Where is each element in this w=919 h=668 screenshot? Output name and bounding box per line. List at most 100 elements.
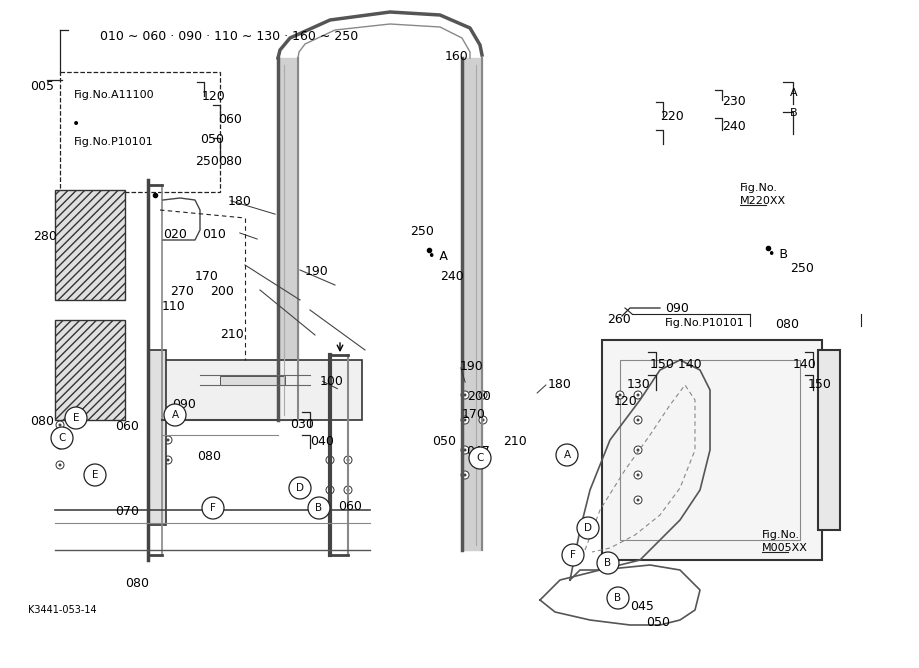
- Circle shape: [56, 421, 64, 429]
- Text: 150 140: 150 140: [650, 358, 701, 371]
- Text: 080: 080: [125, 577, 149, 590]
- Circle shape: [633, 391, 641, 399]
- Bar: [619, 360, 800, 540]
- Text: B: B: [604, 558, 611, 568]
- Circle shape: [59, 464, 62, 466]
- Text: 200: 200: [210, 285, 233, 298]
- Text: 030: 030: [289, 418, 313, 431]
- Circle shape: [344, 486, 352, 494]
- Text: 040: 040: [310, 435, 334, 448]
- Circle shape: [346, 488, 349, 492]
- Text: 200: 200: [467, 390, 491, 403]
- Text: 010 ∼ 060 · 090 · 110 ∼ 130 · 160 ∼ 250: 010 ∼ 060 · 090 · 110 ∼ 130 · 160 ∼ 250: [100, 30, 357, 43]
- Circle shape: [460, 416, 469, 424]
- Text: 130: 130: [627, 378, 650, 391]
- Bar: [55, 320, 125, 420]
- Text: • B: • B: [767, 248, 788, 261]
- Circle shape: [481, 418, 484, 422]
- Circle shape: [607, 587, 629, 609]
- Text: 050: 050: [199, 133, 223, 146]
- Text: E: E: [92, 470, 98, 480]
- Circle shape: [481, 393, 484, 397]
- Text: 180: 180: [548, 378, 572, 391]
- Text: 210: 210: [220, 328, 244, 341]
- Text: 090: 090: [664, 302, 688, 315]
- Text: 060: 060: [218, 113, 242, 126]
- Text: 250: 250: [195, 155, 219, 168]
- Text: E: E: [73, 413, 79, 423]
- Text: 210: 210: [503, 435, 527, 448]
- Text: 060: 060: [337, 500, 361, 513]
- Text: M220XX: M220XX: [739, 196, 785, 206]
- Circle shape: [56, 461, 64, 469]
- Text: Fig.No.A11100: Fig.No.A11100: [74, 90, 154, 100]
- Circle shape: [555, 444, 577, 466]
- Bar: [55, 190, 125, 300]
- Text: 150: 150: [807, 378, 831, 391]
- Circle shape: [84, 464, 106, 486]
- Text: 280: 280: [33, 230, 57, 243]
- Circle shape: [636, 474, 639, 476]
- Circle shape: [289, 477, 311, 499]
- Bar: [148, 350, 165, 525]
- Text: 060: 060: [115, 420, 139, 433]
- Text: 180: 180: [228, 195, 252, 208]
- Text: 220: 220: [659, 110, 683, 123]
- Text: 270: 270: [170, 285, 194, 298]
- Text: K3441-053-14: K3441-053-14: [28, 605, 96, 615]
- Circle shape: [59, 444, 62, 446]
- Text: 250: 250: [410, 225, 434, 238]
- Circle shape: [460, 471, 469, 479]
- Circle shape: [479, 416, 486, 424]
- Text: F: F: [210, 503, 216, 513]
- Circle shape: [460, 391, 469, 399]
- Text: M005XX: M005XX: [761, 543, 807, 553]
- Text: 250: 250: [789, 262, 813, 275]
- Circle shape: [469, 447, 491, 469]
- Text: 240: 240: [439, 270, 463, 283]
- Text: 047: 047: [466, 445, 489, 458]
- Circle shape: [636, 418, 639, 422]
- Text: 190: 190: [460, 360, 483, 373]
- Text: 005: 005: [30, 80, 54, 93]
- Text: 080: 080: [197, 450, 221, 463]
- Text: 190: 190: [305, 265, 328, 278]
- Circle shape: [328, 488, 331, 492]
- Circle shape: [308, 497, 330, 519]
- Circle shape: [633, 416, 641, 424]
- Text: • A: • A: [427, 250, 448, 263]
- Text: B: B: [614, 593, 621, 603]
- Text: C: C: [476, 453, 483, 463]
- Circle shape: [164, 456, 172, 464]
- Circle shape: [562, 544, 584, 566]
- Text: 020: 020: [163, 228, 187, 241]
- Text: Fig.No.P10101: Fig.No.P10101: [74, 137, 153, 147]
- Circle shape: [596, 552, 618, 574]
- Circle shape: [636, 393, 639, 397]
- Circle shape: [460, 446, 469, 454]
- Text: A: A: [789, 88, 797, 98]
- Text: 240: 240: [721, 120, 745, 133]
- Circle shape: [633, 496, 641, 504]
- Circle shape: [325, 486, 334, 494]
- Circle shape: [576, 517, 598, 539]
- Text: 045: 045: [630, 600, 653, 613]
- Text: 120: 120: [202, 90, 225, 103]
- Circle shape: [65, 407, 87, 429]
- Text: 170: 170: [195, 270, 219, 283]
- Circle shape: [633, 446, 641, 454]
- Circle shape: [51, 427, 73, 449]
- Text: A: A: [171, 410, 178, 420]
- Text: 170: 170: [461, 408, 485, 421]
- Text: B: B: [789, 108, 797, 118]
- Circle shape: [202, 497, 223, 519]
- Bar: [220, 376, 285, 385]
- Circle shape: [166, 438, 169, 442]
- Circle shape: [463, 418, 466, 422]
- Text: F: F: [570, 550, 575, 560]
- Text: Fig.No.P10101: Fig.No.P10101: [664, 318, 744, 328]
- Circle shape: [166, 458, 169, 462]
- Circle shape: [616, 391, 623, 399]
- Circle shape: [633, 471, 641, 479]
- Text: 070: 070: [115, 505, 139, 518]
